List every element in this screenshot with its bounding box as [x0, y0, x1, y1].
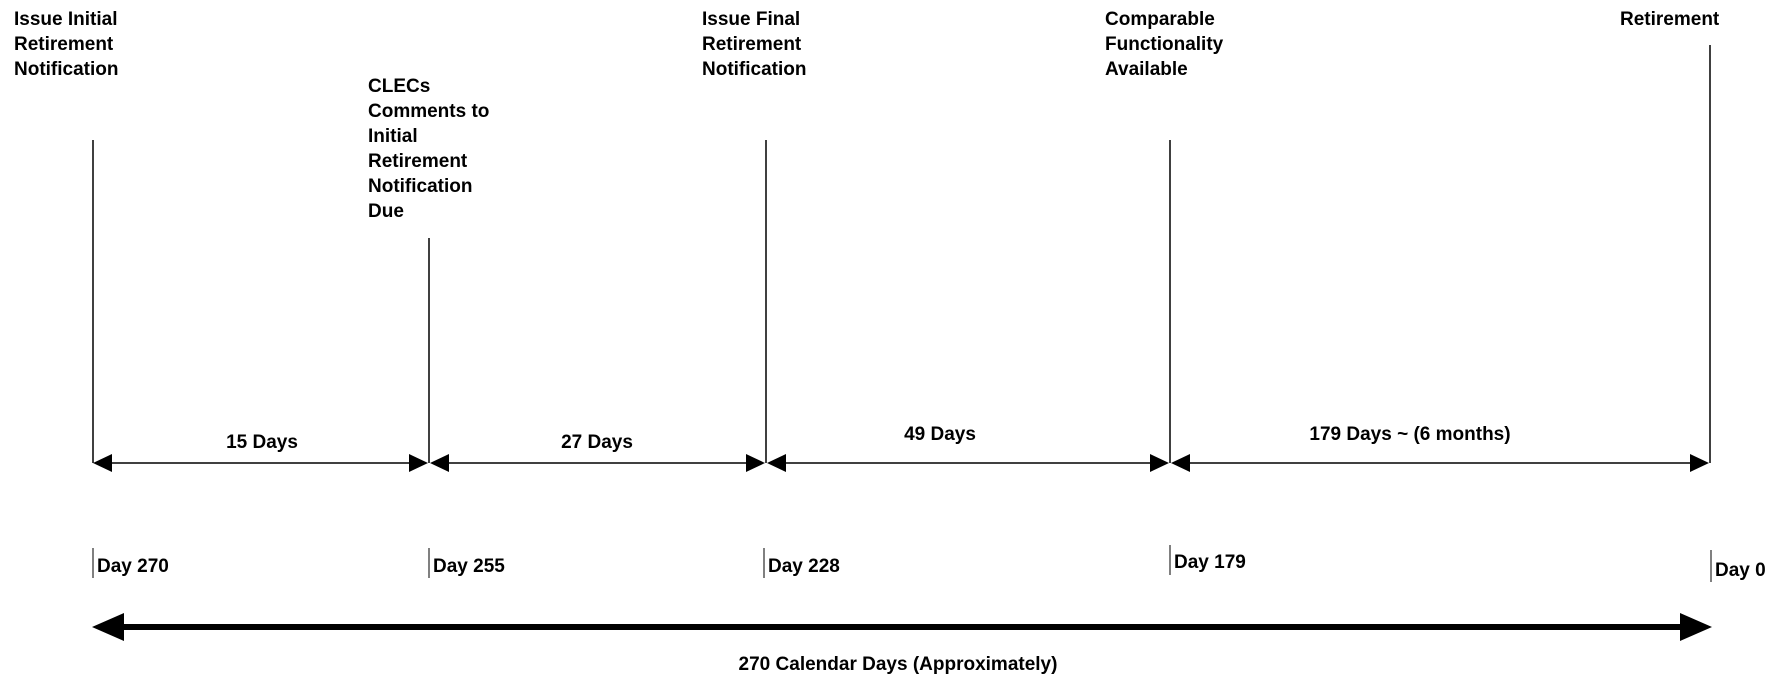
- label-line: Due: [368, 201, 404, 222]
- segment-arrow: [430, 454, 765, 472]
- label-line: CLECs: [368, 76, 430, 97]
- label-line: Notification: [368, 176, 473, 197]
- label-line: Retirement: [14, 34, 114, 55]
- label-line: Notification: [702, 59, 807, 80]
- day-marker: Day 179: [1169, 545, 1246, 575]
- milestone-label: Issue Initial Retirement Notification: [14, 9, 123, 80]
- milestone-issue-final: Issue Final Retirement Notification: [702, 9, 807, 463]
- day-marker: Day 0: [1710, 550, 1766, 582]
- day-label: Day 255: [433, 556, 505, 577]
- milestone-label: Retirement: [1620, 9, 1720, 30]
- label-line: Comparable: [1105, 9, 1215, 30]
- duration-label: 49 Days: [904, 424, 976, 445]
- duration-label: 15 Days: [226, 432, 298, 453]
- milestone-issue-initial: Issue Initial Retirement Notification: [14, 9, 123, 463]
- day-label: Day 0: [1715, 560, 1766, 581]
- label-line: Retirement: [1620, 9, 1720, 30]
- label-line: Notification: [14, 59, 119, 80]
- day-label: Day 179: [1174, 552, 1246, 573]
- label-line: Retirement: [702, 34, 802, 55]
- duration-label: 179 Days ~ (6 months): [1309, 424, 1510, 445]
- day-marker: Day 270: [92, 548, 169, 578]
- label-line: Initial: [368, 126, 418, 147]
- day-marker: Day 255: [428, 548, 505, 578]
- total-span-arrow: [92, 613, 1712, 641]
- segment-arrow: [93, 454, 428, 472]
- duration-label: 27 Days: [561, 432, 633, 453]
- total-span-label: 270 Calendar Days (Approximately): [739, 654, 1058, 675]
- segment-arrow: [1171, 454, 1709, 472]
- day-marker: Day 228: [763, 548, 840, 578]
- segment-arrow: [767, 454, 1169, 472]
- day-label: Day 270: [97, 556, 169, 577]
- label-line: Retirement: [368, 151, 468, 172]
- label-line: Functionality: [1105, 34, 1224, 55]
- day-label: Day 228: [768, 556, 840, 577]
- milestone-comparable-functionality: Comparable Functionality Available: [1105, 9, 1229, 463]
- label-line: Available: [1105, 59, 1188, 80]
- milestone-clec-comments: CLECs Comments to Initial Retirement Not…: [368, 76, 495, 463]
- milestone-label: Issue Final Retirement Notification: [702, 9, 807, 80]
- label-line: Issue Initial: [14, 9, 117, 30]
- label-line: Issue Final: [702, 9, 800, 30]
- milestone-label: Comparable Functionality Available: [1105, 9, 1229, 80]
- milestone-label: CLECs Comments to Initial Retirement Not…: [368, 76, 495, 222]
- label-line: Comments to: [368, 101, 489, 122]
- milestone-retirement: Retirement: [1620, 9, 1720, 463]
